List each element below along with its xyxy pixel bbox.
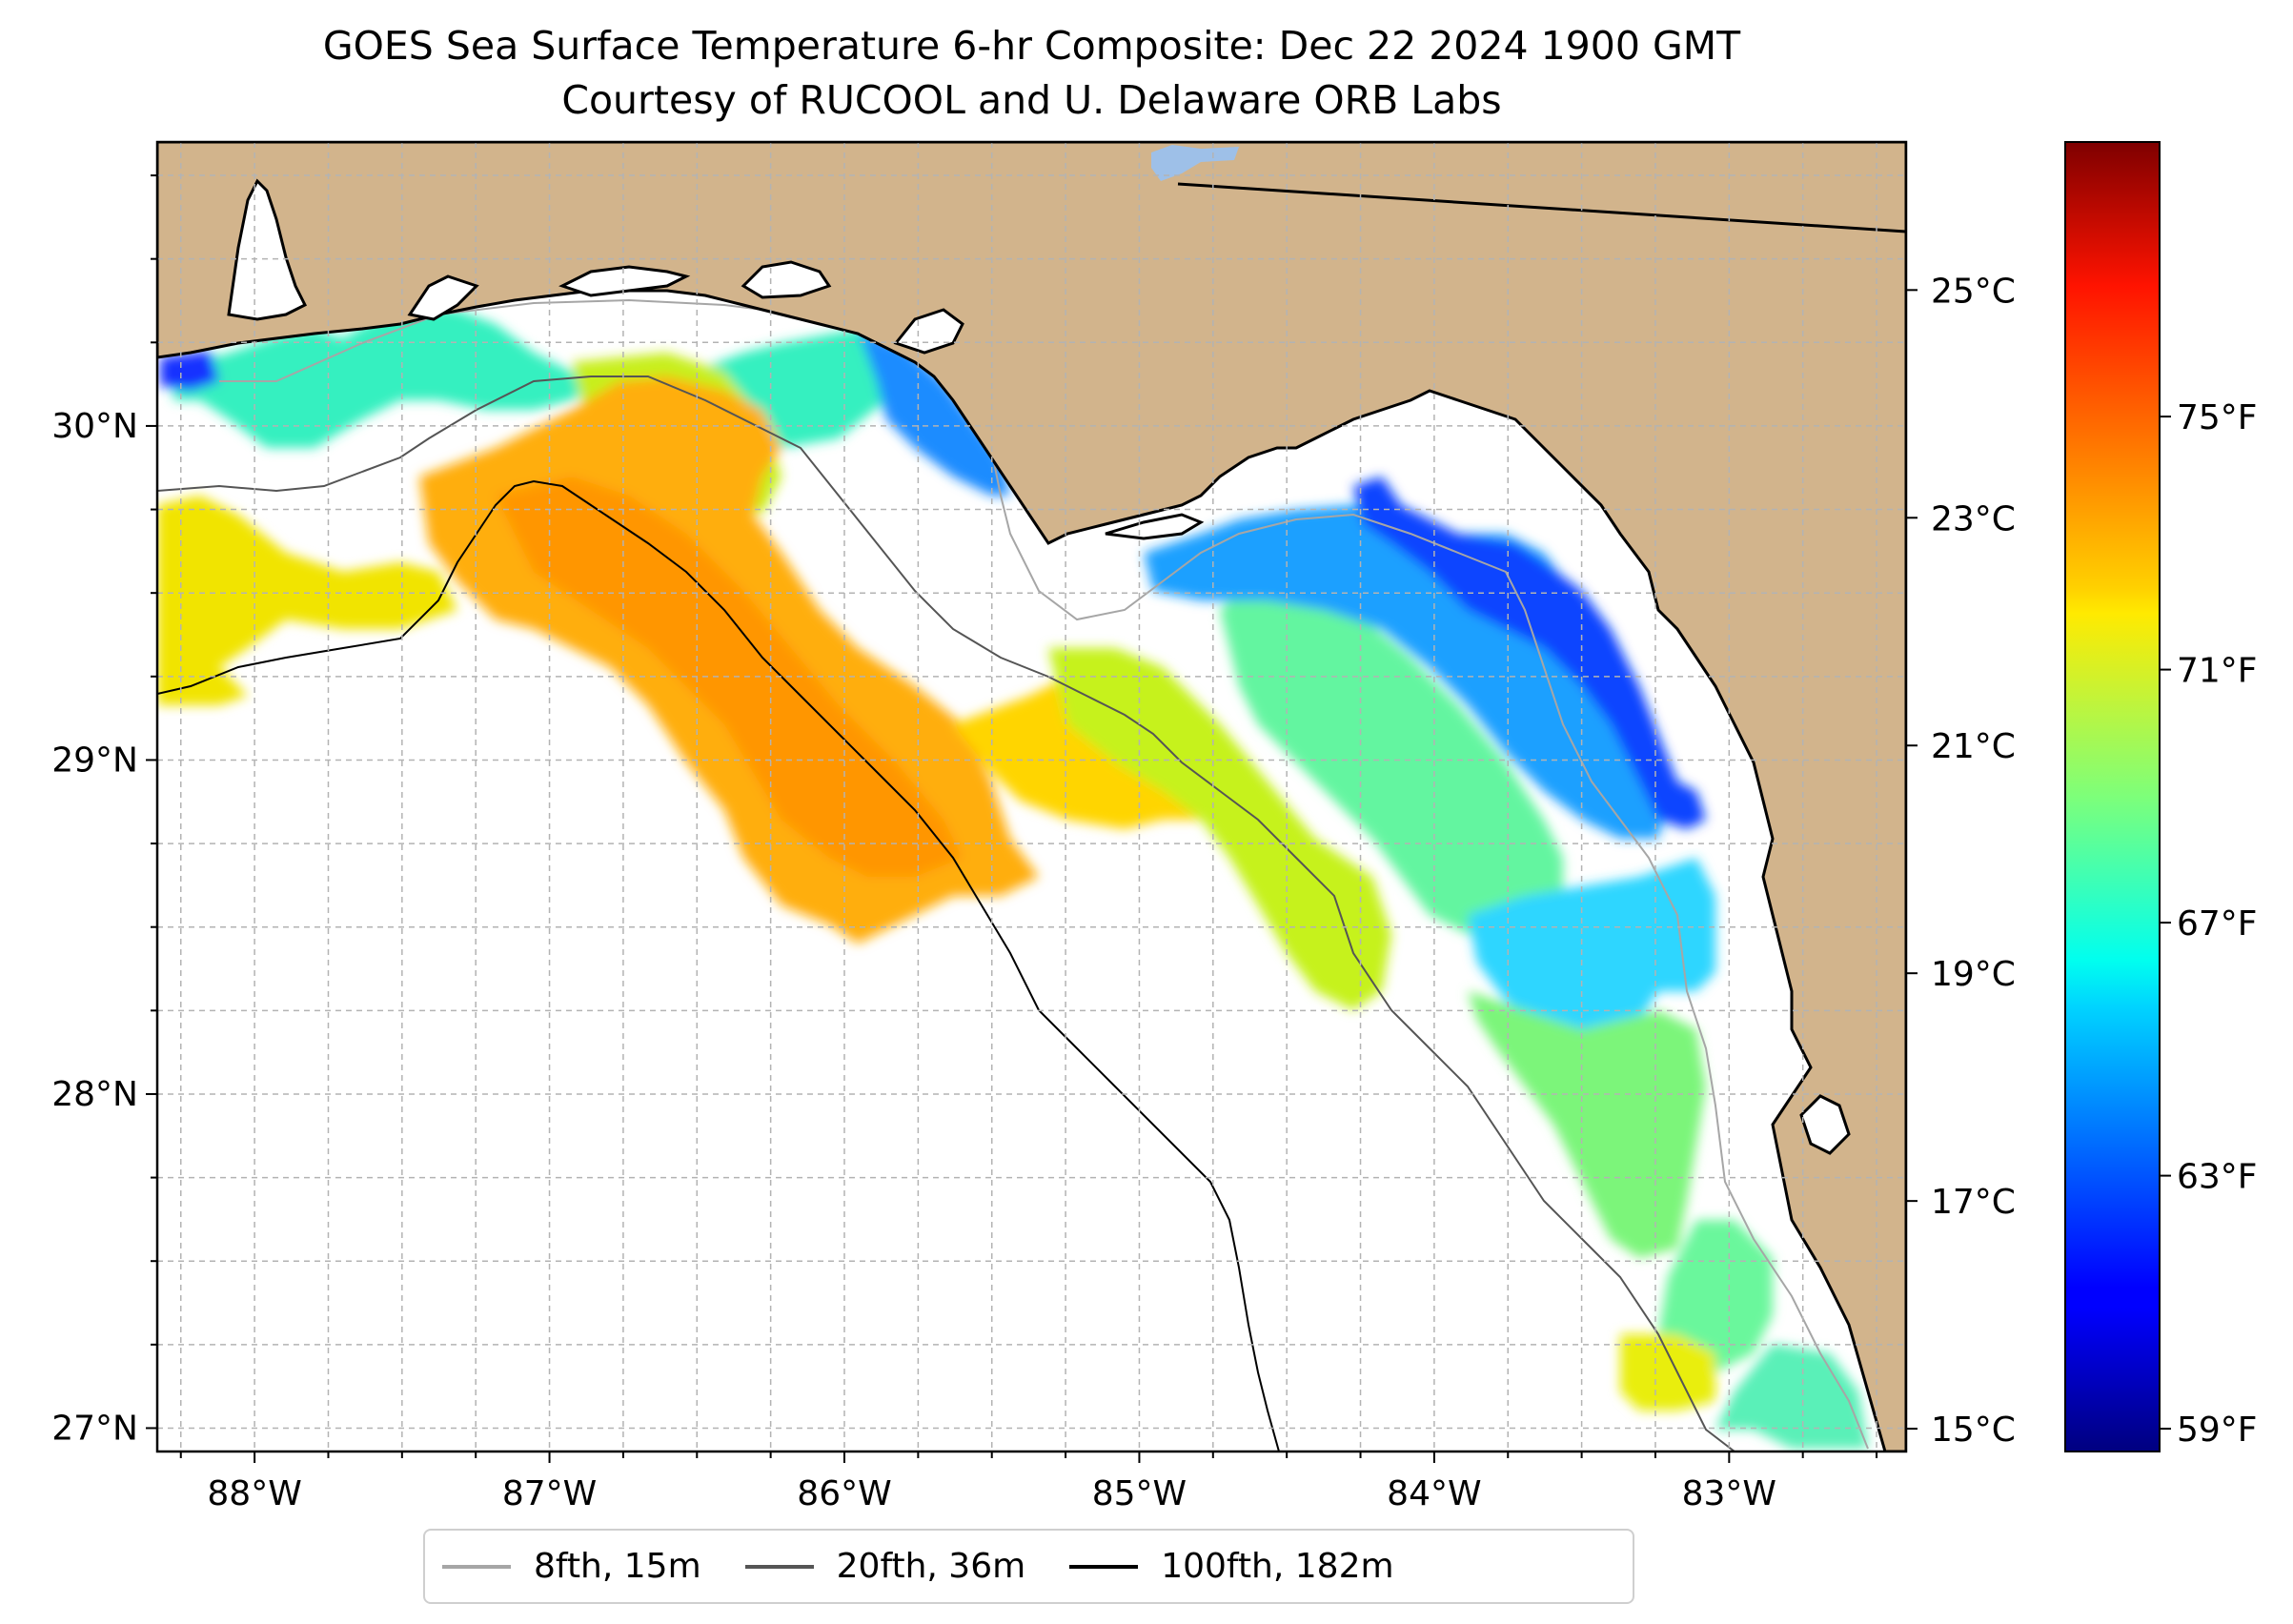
mobile-bay <box>227 178 308 321</box>
lat-tick-label: 28°N <box>51 1075 138 1114</box>
legend-swatch-100fth <box>1069 1564 1139 1569</box>
tampa-bay <box>1799 1094 1851 1155</box>
sst-patch-central-green <box>1048 648 1391 1010</box>
legend-label-100fth: 100fth, 182m <box>1161 1547 1394 1586</box>
celsius-tick-label: 17°C <box>1931 1183 2016 1222</box>
lon-tick-label: 84°W <box>1387 1474 1481 1513</box>
legend-swatch-8fth <box>442 1564 511 1569</box>
legend-item-20fth: 20fth, 36m <box>744 1547 1026 1586</box>
sst-patch-southern-yellow <box>1620 1334 1715 1411</box>
legend-label-20fth: 20fth, 36m <box>836 1547 1026 1586</box>
lon-tick-label: 85°W <box>1092 1474 1187 1513</box>
gridlines <box>157 142 1906 1451</box>
sst-patch-big-bend-coldest <box>1353 477 1706 829</box>
sst-patch-western-cold-strip <box>160 351 219 391</box>
sst-patch-west-florida-shelf <box>1468 858 1715 1058</box>
celsius-tick-label: 19°C <box>1931 955 2016 994</box>
legend-item-8fth: 8fth, 15m <box>442 1547 701 1586</box>
lat-tick-label: 29°N <box>51 741 138 780</box>
sst-patch-panhandle-nearshore-cold <box>858 329 1010 496</box>
lat-tick-label: 30°N <box>51 407 138 446</box>
lon-tick-label: 83°W <box>1682 1474 1776 1513</box>
sst-patch-big-bend-outer <box>1220 572 1563 934</box>
fahrenheit-tick-label: 63°F <box>2177 1158 2258 1197</box>
fahrenheit-tick-label: 71°F <box>2177 652 2258 691</box>
contour-20fth <box>157 376 1735 1451</box>
fahrenheit-tick-label: 67°F <box>2177 904 2258 944</box>
fahrenheit-tick-label: 59°F <box>2177 1411 2258 1450</box>
celsius-tick-label: 21°C <box>1931 727 2016 766</box>
chart-subtitle: Courtesy of RUCOOL and U. Delaware ORB L… <box>561 77 1502 123</box>
legend-swatch-20fth <box>744 1564 814 1569</box>
celsius-tick-label: 23°C <box>1931 499 2016 538</box>
sst-patch-west-yellow <box>157 496 457 705</box>
map-frame <box>155 140 1908 1453</box>
sst-patch-southern-shelf <box>1658 1220 1773 1372</box>
choctawhatchee-bay <box>558 265 691 297</box>
chart-title: GOES Sea Surface Temperature 6-hr Compos… <box>322 23 1741 69</box>
colorbar <box>2064 141 2161 1452</box>
sst-patch-west-florida-south <box>1468 991 1706 1258</box>
big-bend-inlet <box>1105 513 1205 540</box>
celsius-tick-label: 25°C <box>1931 272 2016 311</box>
lon-tick-label: 87°W <box>502 1474 597 1513</box>
lake-seminole <box>1151 145 1239 181</box>
legend-item-100fth: 100fth, 182m <box>1069 1547 1394 1586</box>
st-andrew-bay <box>741 260 832 299</box>
legend-label-8fth: 8fth, 15m <box>534 1547 701 1586</box>
lon-tick-label: 86°W <box>797 1474 891 1513</box>
pensacola-bay <box>407 274 479 321</box>
fahrenheit-tick-label: 75°F <box>2177 398 2258 437</box>
state-boundary <box>1177 182 1906 233</box>
celsius-tick-label: 15°C <box>1931 1411 2016 1450</box>
depth-contour-legend: 8fth, 15m 20fth, 36m 100fth, 182m <box>423 1529 1634 1604</box>
lon-tick-label: 88°W <box>207 1474 301 1513</box>
lat-tick-label: 27°N <box>51 1409 138 1448</box>
